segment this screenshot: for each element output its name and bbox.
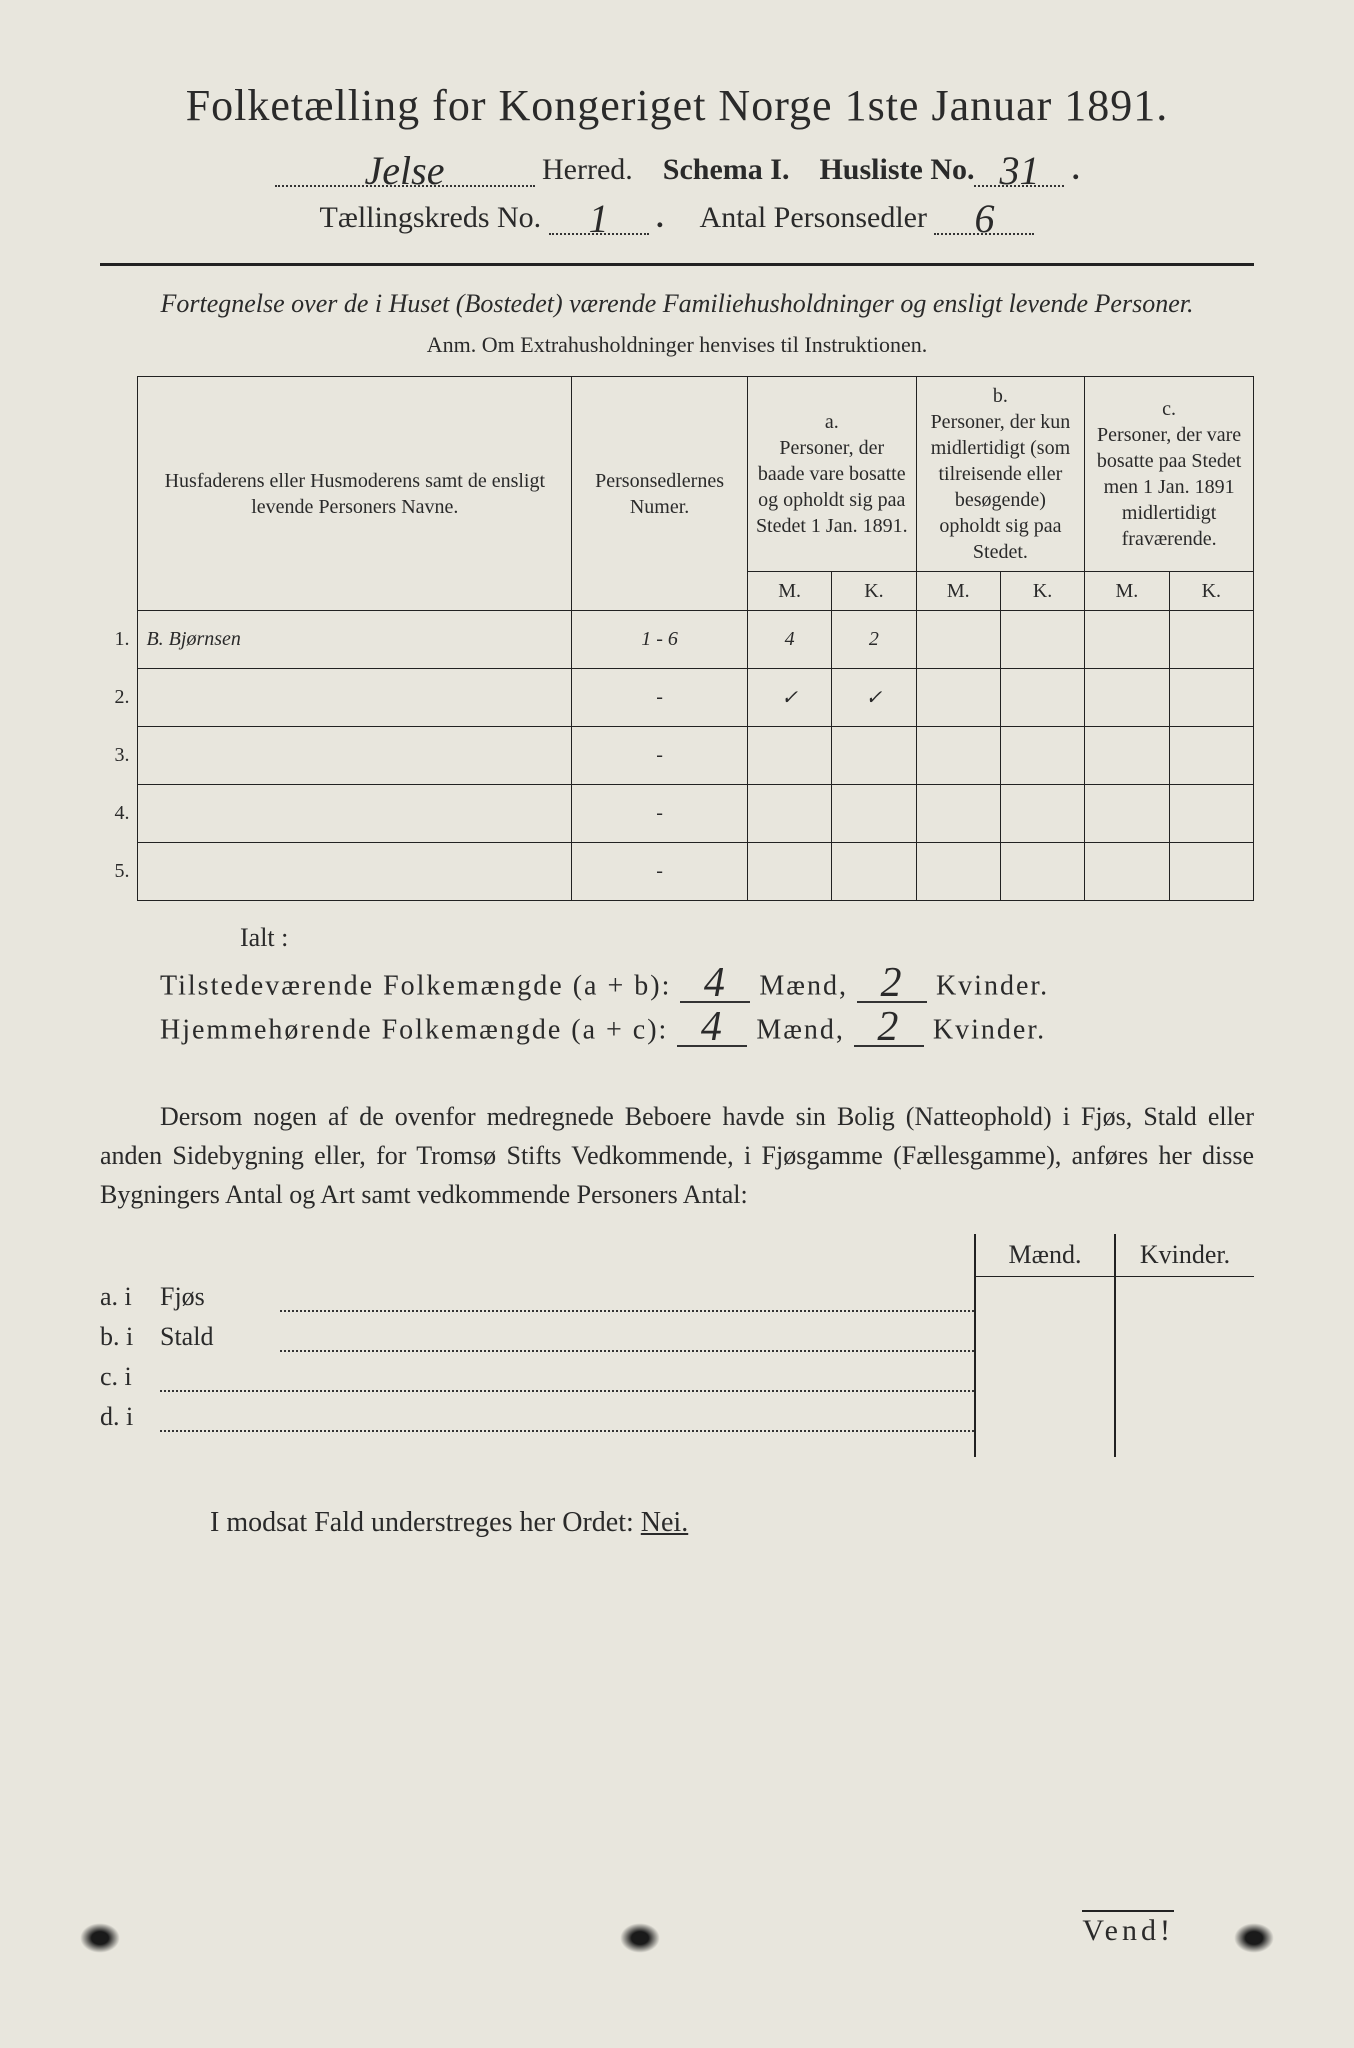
sum1-k: 2 — [857, 967, 927, 1003]
side-row-b: b. i Stald — [100, 1322, 974, 1352]
table-row: 1. B. Bjørnsen 1 - 6 4 2 — [100, 611, 1254, 669]
page-title: Folketælling for Kongeriget Norge 1ste J… — [100, 80, 1254, 131]
table-row: 2. - ✓ ✓ — [100, 669, 1254, 727]
ialt-label: Ialt : — [240, 923, 1254, 953]
husliste-label: Husliste No. — [819, 153, 974, 186]
col-numer-header: Personsedlernes Numer. — [572, 377, 748, 611]
summary-line-1: Tilstedeværende Folkemængde (a + b): 4 M… — [160, 967, 1254, 1003]
row1-name: B. Bjørnsen — [138, 611, 572, 669]
fortegnelse-heading: Fortegnelse over de i Huset (Bostedet) v… — [100, 286, 1254, 322]
maend-col: Mænd. — [976, 1234, 1116, 1457]
schema-label: Schema I. — [663, 153, 790, 186]
table-row: 5. - — [100, 843, 1254, 901]
herred-label: Herred. — [542, 153, 633, 186]
nei-word: Nei. — [641, 1507, 688, 1538]
side-row-c: c. i — [100, 1362, 974, 1392]
side-left: a. i Fjøs b. i Stald c. i d. i — [100, 1234, 974, 1457]
main-table: Husfaderens eller Husmoderens samt de en… — [100, 376, 1254, 901]
col-a-header: a.Personer, der baade vare bosatte og op… — [747, 377, 916, 572]
sum2-m: 4 — [677, 1011, 747, 1047]
col-c-header: c.Personer, der vare bosatte paa Stedet … — [1085, 377, 1254, 572]
header-line-2: Tællingskreds No. 1 . Antal Personsedler… — [100, 199, 1254, 235]
side-right: Mænd. Kvinder. — [974, 1234, 1254, 1457]
col-a-m: M. — [747, 572, 831, 611]
page-damage-icon — [1234, 1923, 1274, 1953]
modsat-line: I modsat Fald understreges her Ordet: Ne… — [210, 1507, 1254, 1539]
row1-numer: 1 - 6 — [572, 611, 748, 669]
col-b-header: b.Personer, der kun midlertidigt (som ti… — [916, 377, 1085, 572]
page-damage-icon — [80, 1923, 120, 1953]
herred-value: Jelse — [365, 148, 445, 193]
page-damage-icon — [620, 1923, 660, 1953]
census-form-page: Folketælling for Kongeriget Norge 1ste J… — [0, 0, 1354, 2048]
table-row: 4. - — [100, 785, 1254, 843]
divider — [100, 263, 1254, 266]
sum1-m: 4 — [680, 967, 750, 1003]
antal-value: 6 — [974, 196, 994, 241]
side-row-d: d. i — [100, 1402, 974, 1432]
kreds-value: 1 — [589, 196, 609, 241]
table-row: 3. - — [100, 727, 1254, 785]
row1-a-k: 2 — [832, 611, 916, 669]
bolig-paragraph: Dersom nogen af de ovenfor medregnede Be… — [100, 1097, 1254, 1214]
col-a-k: K. — [832, 572, 916, 611]
side-building-table: a. i Fjøs b. i Stald c. i d. i M — [100, 1234, 1254, 1457]
header-line-1: Jelse Herred. Schema I. Husliste No.31 . — [100, 151, 1254, 187]
col-b-k: K. — [1000, 572, 1084, 611]
kreds-label: Tællingskreds No. — [320, 201, 542, 234]
col-c-k: K. — [1169, 572, 1253, 611]
dotted-line — [280, 1292, 974, 1312]
col-b-m: M. — [916, 572, 1000, 611]
col-names-header: Husfaderens eller Husmoderens samt de en… — [138, 377, 572, 611]
col-c-m: M. — [1085, 572, 1169, 611]
anm-note: Anm. Om Extrahusholdninger henvises til … — [100, 332, 1254, 358]
kvinder-col: Kvinder. — [1116, 1234, 1254, 1457]
vend-label: Vend! — [1082, 1910, 1174, 1948]
summary-line-2: Hjemmehørende Folkemængde (a + c): 4 Mæn… — [160, 1011, 1254, 1047]
antal-label: Antal Personsedler — [700, 201, 927, 234]
row1-a-m: 4 — [747, 611, 831, 669]
side-row-a: a. i Fjøs — [100, 1282, 974, 1312]
sum2-k: 2 — [854, 1011, 924, 1047]
husliste-value: 31 — [999, 148, 1039, 193]
